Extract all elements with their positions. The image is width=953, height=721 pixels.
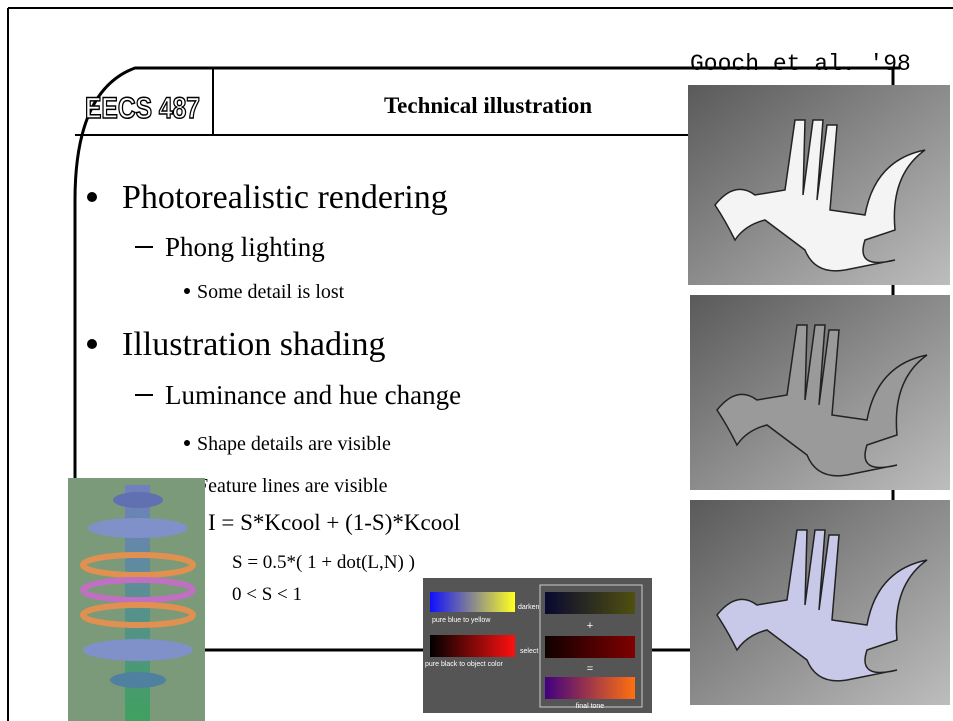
claw-image	[690, 500, 950, 705]
bullet-text: Photorealistic rendering	[122, 179, 448, 216]
bullet-text: Shape details are visible	[197, 433, 391, 455]
diagram-label: select	[520, 648, 538, 655]
bullet-text: Some detail is lost	[197, 281, 345, 303]
bullet-text: Illustration shading	[122, 326, 385, 363]
spring-image	[68, 478, 205, 721]
formula: I = S*Kcool + (1-S)*Kcool	[208, 510, 460, 535]
bullet-marker	[87, 339, 97, 349]
bullet-marker	[184, 440, 190, 446]
slide-title: Technical illustration	[384, 93, 592, 118]
claw-image	[688, 85, 950, 285]
bullet-text: Luminance and hue change	[165, 380, 461, 410]
diagram-label: darken	[518, 604, 540, 611]
bullet-text: Feature lines are visible	[197, 475, 388, 497]
diagram-label: +	[587, 620, 593, 632]
claw-image	[690, 295, 950, 490]
bullet-marker	[184, 288, 190, 294]
tone-diagram: darken pure blue to yellow + select pure…	[423, 578, 652, 713]
diagram-label: pure blue to yellow	[432, 617, 491, 624]
diagram-label: =	[587, 663, 593, 675]
formula: 0 < S < 1	[232, 584, 302, 605]
credit: Gooch et al. '98	[690, 51, 911, 77]
slide: EECS 487 Technical illustration Gooch et…	[0, 0, 953, 721]
bullet-text: Phong lighting	[165, 232, 325, 262]
page: {"header": {"course": "EECS 487", "title…	[0, 0, 953, 721]
diagram-label: pure black to object color	[425, 661, 503, 668]
formula: S = 0.5*( 1 + dot(L,N) )	[232, 552, 415, 573]
bullet-marker	[87, 192, 97, 202]
diagram-label: final tone	[576, 703, 605, 710]
course-label: EECS 487	[85, 92, 200, 125]
